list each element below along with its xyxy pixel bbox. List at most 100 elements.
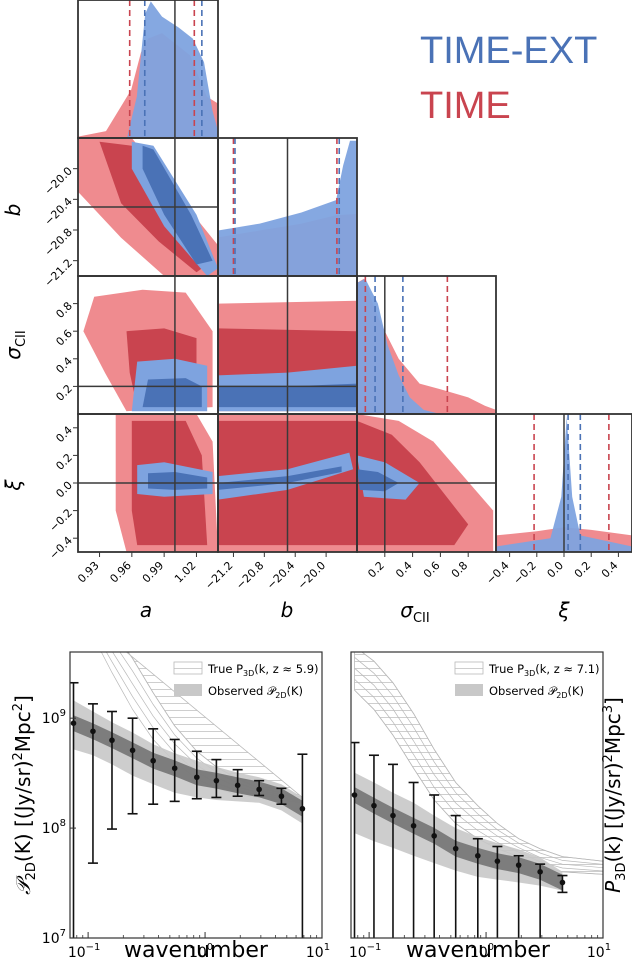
data-point-10 (278, 793, 285, 800)
xtick-label-a-3: 1.02 (172, 559, 199, 586)
xtick-label-xi-2: 0.0 (545, 559, 567, 581)
chart-right-ylabel-rest: (k) [(Jy/sr) (601, 762, 625, 862)
chart-right-ylabel-sup2: 3 (601, 705, 616, 713)
chart-right-ylabel-main: P (601, 880, 625, 893)
contour-a-sigma-ext-inner (142, 378, 202, 408)
x-tick-label-1: 100 (189, 942, 213, 961)
ytick-label-xi-4: 0.4 (53, 424, 75, 446)
ytick-label-b-1: −20.8 (42, 226, 75, 259)
corner-xlabel-b: b (281, 598, 294, 622)
data-point-3 (129, 747, 136, 754)
data-point-6 (475, 852, 481, 859)
data-point-10 (559, 879, 566, 886)
xtick-label-sigma-2: 0.6 (421, 559, 443, 581)
xtick-label-sigma-3: 0.8 (449, 559, 471, 581)
chart-right-ylabel-end: ] (601, 697, 625, 705)
xtick-label-b-2: −20.4 (264, 559, 297, 592)
observed-p2d-core (354, 787, 563, 891)
chart-left-ylabel-sup1: 2 (11, 752, 26, 760)
ytick-label-sigma-1: 0.4 (53, 355, 75, 377)
legend-true-swatch (173, 661, 203, 675)
legend-observed-swatch (174, 684, 202, 696)
plot-area (70, 652, 308, 938)
xtick-label-b-1: −20.8 (233, 559, 266, 592)
chart-legend: True P3D(k, z ≈ 7.1) Observed 𝒫2D(K) (454, 661, 600, 700)
data-point-8 (515, 862, 522, 868)
xtick-label-b-3: −20.0 (295, 559, 328, 592)
xtick-label-a-2: 0.99 (140, 559, 167, 586)
chart-legend: True P3D(k, z ≈ 5.9) Observed 𝒫2D(K) (173, 661, 319, 700)
xtick-label-sigma-1: 0.4 (393, 559, 415, 581)
xtick-label-a-0: 0.93 (75, 559, 102, 586)
ytick-label-sigma-3: 0.8 (53, 299, 75, 321)
xtick-label-b-0: −21.2 (203, 559, 236, 592)
ytick-label-xi-0: −0.4 (47, 534, 75, 562)
corner-xlabel-xi: ξ (557, 598, 570, 622)
data-point-11 (299, 805, 306, 812)
data-point-8 (234, 782, 241, 789)
chart-frame (350, 651, 604, 939)
data-point-4 (431, 833, 437, 839)
true-p3d-curve-4 (361, 652, 603, 862)
x-tick-label-2: 101 (587, 942, 611, 961)
chart-right-xlabel: wavenumber (406, 938, 551, 962)
chart-frame (69, 651, 323, 939)
contour-b-xi-ext-inner (218, 466, 342, 490)
hist-b-time-ext (218, 140, 357, 276)
contour-a-xi-ext-inner (148, 472, 208, 490)
data-point-5 (452, 845, 459, 852)
corner-ylabel-sigma: σCII (1, 330, 29, 359)
ytick-label-xi-3: 0.2 (53, 451, 75, 473)
chart-right-ylabel-sup1: 2 (601, 754, 616, 762)
corner-ylabel-sigma-sub: CII (14, 330, 29, 347)
corner-xlabel-sigma-main: σ (400, 598, 414, 622)
xtick-label-xi-0: −0.4 (484, 559, 512, 587)
y-tick-label-0: 107 (42, 928, 66, 947)
legend-entry-0: True P3D(k, z ≈ 5.9) (207, 662, 319, 678)
data-point-9 (537, 869, 543, 875)
xtick-label-sigma-0: 0.2 (365, 559, 387, 581)
true-p3d-curve-2 (354, 667, 603, 869)
ytick-label-xi-1: −0.2 (47, 506, 75, 534)
true-p3d-curve-3 (354, 657, 603, 865)
y-tick-label-2: 109 (42, 708, 66, 727)
legend-observed-swatch (455, 684, 483, 696)
data-point-7 (494, 858, 501, 864)
chart-left-ylabel-sub: 2D (24, 862, 39, 880)
ytick-label-xi-2: 0.0 (53, 479, 75, 501)
x-tick-label-0: 10−1 (68, 942, 101, 961)
corner-ylabel-b: b (1, 204, 25, 217)
data-point-1 (90, 728, 96, 735)
data-point-1 (371, 802, 377, 809)
xtick-label-xi-1: −0.2 (511, 559, 539, 587)
data-point-3 (410, 822, 417, 829)
legend-entry-1: Observed 𝒫2D(K) (208, 684, 303, 700)
data-point-2 (109, 737, 115, 744)
x-tick-label-2: 101 (306, 942, 330, 961)
data-point-7 (213, 777, 220, 784)
chart-left-ylabel-rest2: Mpc (11, 711, 35, 752)
ytick-label-sigma-0: 0.2 (53, 382, 75, 404)
legend-entry-1: Observed 𝒫2D(K) (489, 684, 584, 700)
data-point-0 (70, 720, 77, 727)
corner-xlabel-a: a (140, 598, 152, 622)
legend-time-ext: TIME-EXT (420, 30, 597, 72)
xtick-label-xi-3: 0.2 (572, 559, 594, 581)
corner-xlabel-sigma: σCII (400, 598, 429, 626)
corner-ylabel-xi: ξ (1, 479, 25, 492)
data-point-5 (171, 765, 178, 772)
contour-a-b-ext-inner (142, 145, 213, 265)
y-tick-label-1: 108 (42, 818, 66, 837)
hist-sigma-time-ext (357, 278, 496, 414)
x-tick-label-0: 10−1 (349, 942, 382, 961)
ytick-label-b-2: −20.4 (42, 195, 75, 228)
corner-plot: 0.93 0.96 0.99 1.02 −21.2−20.8−20.4−20.0 0.2 0… (42, 0, 632, 592)
observed-p2d-core (73, 715, 303, 817)
legend-time: TIME (420, 85, 511, 127)
chart-right-ylabel: P3D(k) [(Jy/sr)2Mpc3] (601, 697, 629, 893)
chart-left-ylabel-sup2: 2 (11, 703, 26, 711)
chart-right-ylabel-rest2: Mpc (601, 713, 625, 754)
ytick-label-sigma-2: 0.6 (53, 327, 75, 349)
chart-left-ylabel-rest: (K) [(Jy/sr) (11, 761, 35, 863)
